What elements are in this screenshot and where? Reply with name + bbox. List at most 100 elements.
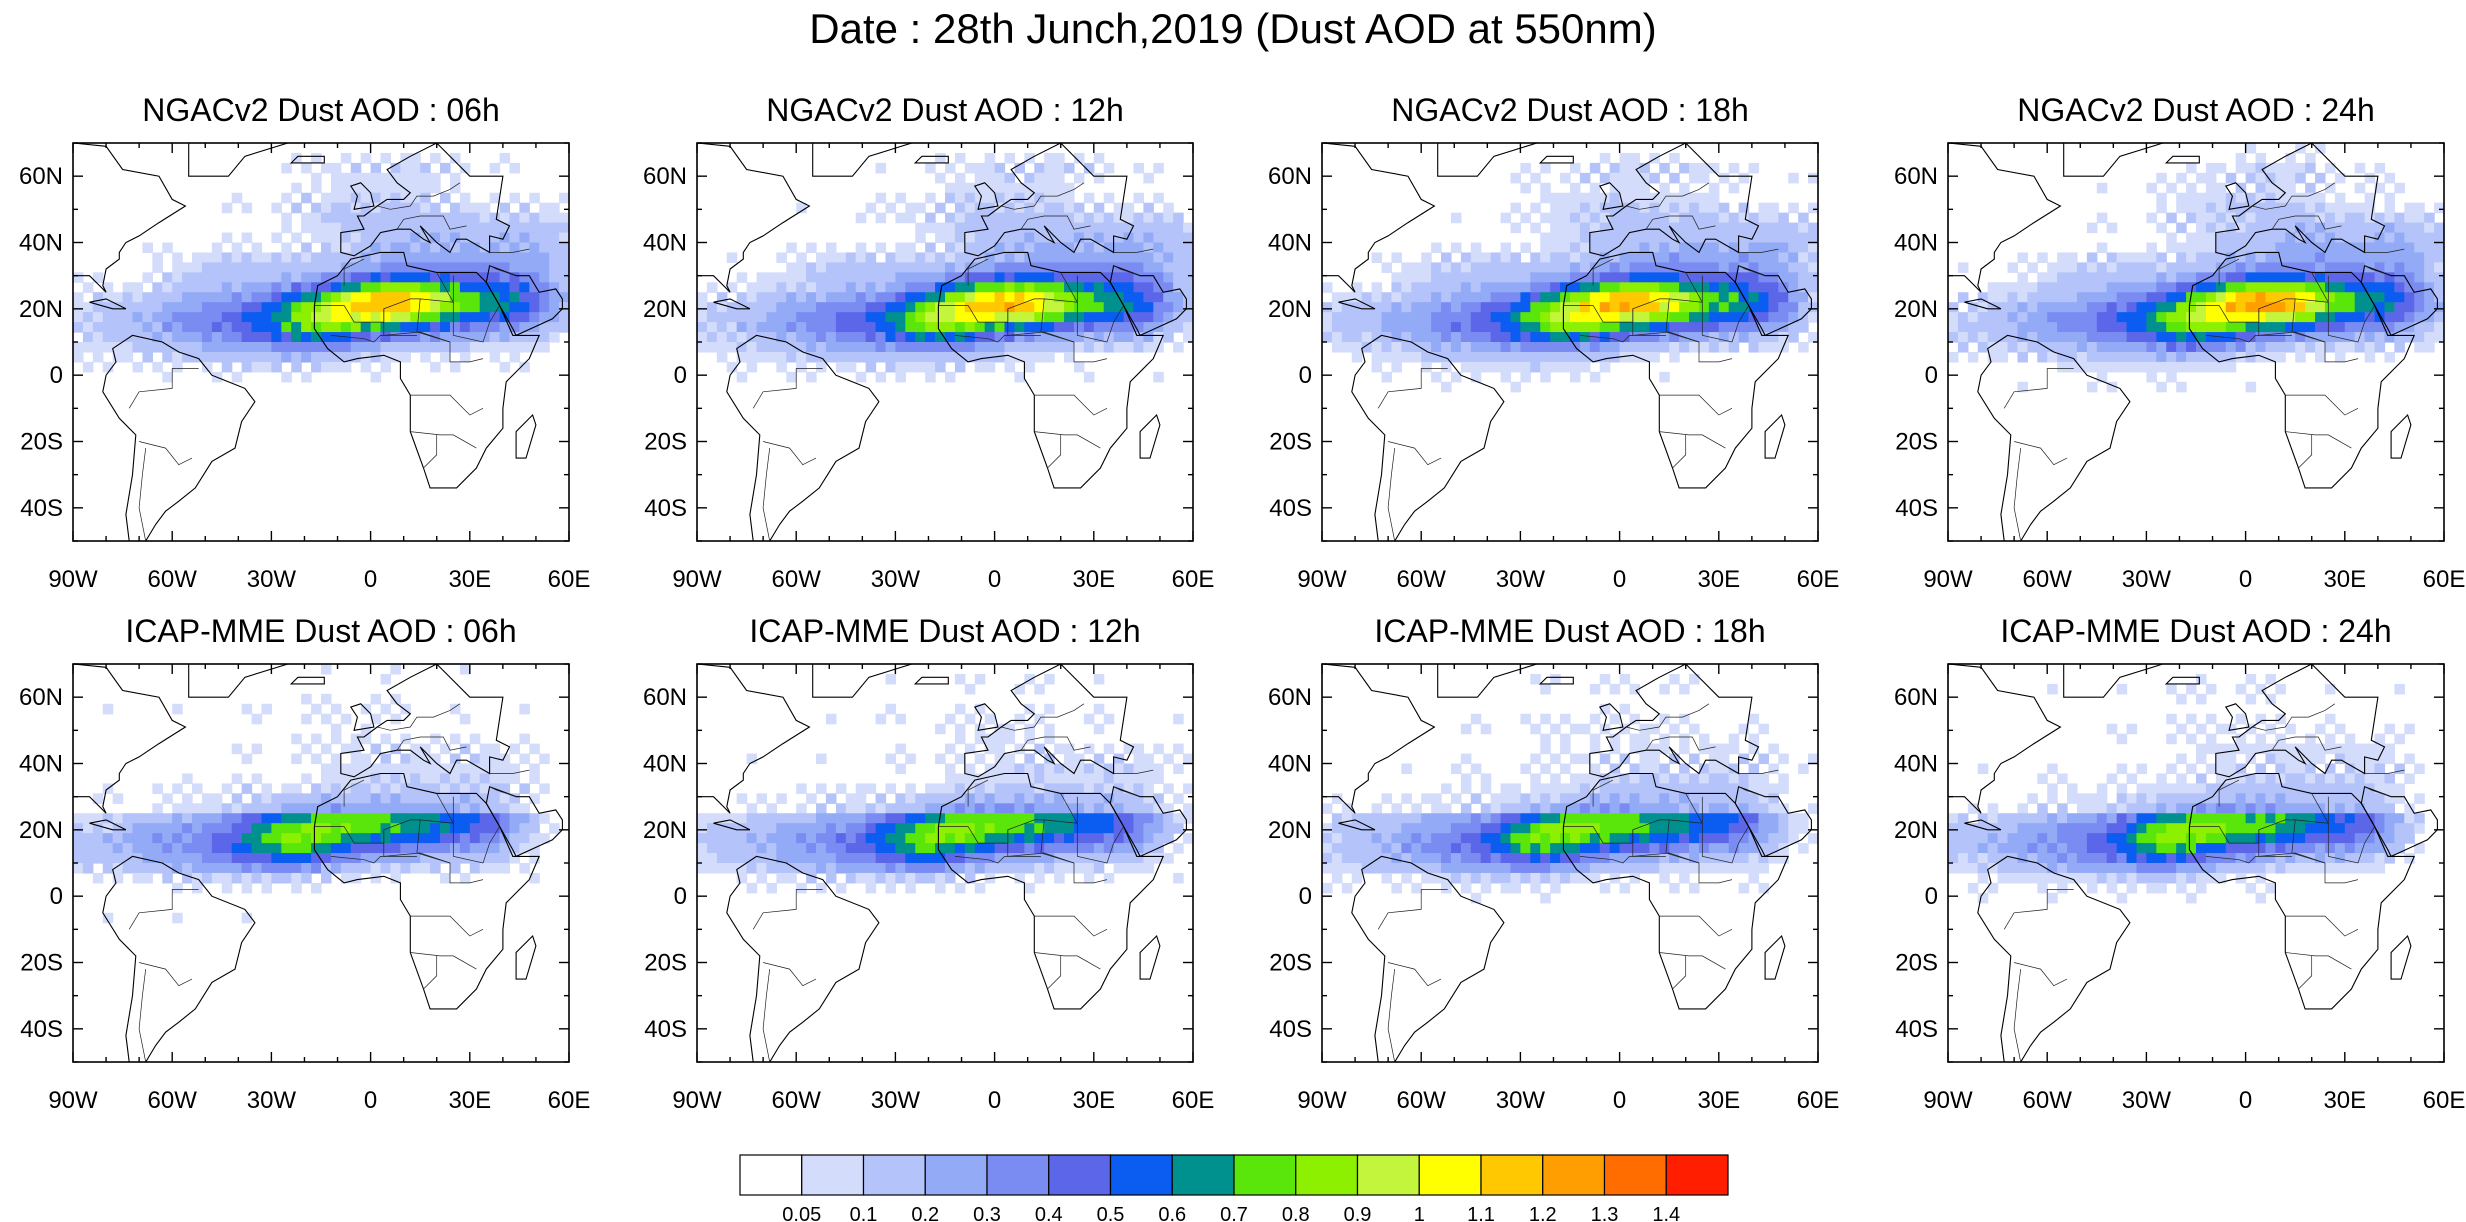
lon-tick-label: 60W [148,566,198,593]
lon-tick-label: 60E [1172,1087,1215,1114]
colorbar-label: 1.3 [1591,1204,1619,1222]
lon-tick-label: 30W [2122,566,2172,593]
lat-tick-label: 40S [20,495,63,522]
lat-tick-label: 20S [1895,950,1938,977]
lat-tick-label: 20S [1895,429,1938,456]
lat-tick-label: 40N [19,751,63,778]
lon-tick-label: 90W [1297,1087,1347,1114]
panel-title: ICAP-MME Dust AOD : 18h [1374,613,1765,649]
lat-tick-label: 0 [1299,883,1312,910]
aod-field [697,152,1193,383]
lat-tick-label: 40N [1894,751,1938,778]
lon-tick-label: 30W [247,1087,297,1114]
lat-tick-label: 20N [1894,817,1938,844]
country-borders [2003,703,2405,1062]
colorbar-label: 0.6 [1158,1204,1186,1222]
colorbar-box [1603,1154,1667,1196]
coastlines [1322,143,1812,541]
lon-tick-label: 60E [1172,566,1215,593]
coastlines [73,143,563,541]
lat-tick-label: 0 [674,883,687,910]
lon-tick-label: 30W [871,566,921,593]
lat-tick-label: 20N [19,296,63,323]
lat-tick-label: 40S [1895,1016,1938,1043]
map-panel: ICAP-MME Dust AOD : 24h 90W 60W 30W 0 30E 60E 6… [1894,613,2465,1114]
lon-tick-label: 60E [2423,566,2466,593]
lon-tick-label: 60W [2023,1087,2073,1114]
lon-tick-label: 60W [772,1087,822,1114]
colorbar-label: 1.4 [1652,1204,1680,1222]
colorbar-label: 0.05 [782,1204,821,1222]
lat-tick-label: 20S [20,429,63,456]
lat-tick-label: 0 [674,362,687,389]
map-panel: ICAP-MME Dust AOD : 06h 90W 60W 30W 0 30E 60E 6… [19,613,590,1114]
lon-tick-label: 30E [2323,1087,2366,1114]
lon-tick-label: 0 [2239,566,2252,593]
lat-tick-label: 20S [20,950,63,977]
lon-tick-label: 30E [448,566,491,593]
lat-tick-label: 40N [1894,230,1938,257]
lon-tick-label: 30E [2323,566,2366,593]
colorbar-box [1171,1154,1235,1196]
country-borders [1377,182,1779,541]
lon-tick-label: 90W [1923,566,1973,593]
lat-tick-label: 60N [643,684,687,711]
lon-tick-label: 60E [1797,566,1840,593]
colorbar-label: 1 [1414,1204,1425,1222]
panel-title: NGACv2 Dust AOD : 12h [766,92,1123,128]
lon-tick-label: 0 [988,1087,1001,1114]
country-borders [752,703,1154,1062]
lon-tick-label: 0 [988,566,1001,593]
lon-tick-label: 0 [1613,1087,1626,1114]
colorbar-box [924,1154,988,1196]
lat-tick-label: 60N [1268,684,1312,711]
country-borders [128,703,530,1062]
lat-tick-label: 0 [1925,883,1938,910]
colorbar-label: 1.2 [1529,1204,1557,1222]
lon-tick-label: 90W [48,1087,98,1114]
colorbar-label: 0.3 [973,1204,1001,1222]
lat-tick-label: 60N [643,163,687,190]
lon-tick-label: 30E [1072,1087,1115,1114]
lon-tick-label: 30E [448,1087,491,1114]
lon-tick-label: 30E [1072,566,1115,593]
lat-tick-label: 40S [1269,495,1312,522]
colorbar-label: 0.9 [1344,1204,1372,1222]
lat-tick-label: 20S [644,950,687,977]
lon-tick-label: 30E [1697,1087,1740,1114]
map-panel: ICAP-MME Dust AOD : 18h 90W 60W 30W 0 30E 60E 6… [1268,613,1839,1114]
lat-tick-label: 20S [1269,950,1312,977]
aod-field [1948,673,2425,904]
axis-ticks [1321,142,1819,542]
lat-tick-label: 40S [644,495,687,522]
lon-tick-label: 0 [2239,1087,2252,1114]
lon-tick-label: 0 [1613,566,1626,593]
lat-tick-label: 40N [643,751,687,778]
panel-title: NGACv2 Dust AOD : 24h [2017,92,2374,128]
axis-ticks [696,663,1194,1063]
lon-tick-label: 60W [2023,566,2073,593]
colorbar-label: 0.4 [1035,1204,1063,1222]
lat-tick-label: 20S [644,429,687,456]
lat-tick-label: 20N [1268,817,1312,844]
lat-tick-label: 0 [50,362,63,389]
lat-tick-label: 60N [1894,163,1938,190]
country-borders [2003,182,2405,541]
lon-tick-label: 60E [2423,1087,2466,1114]
coastlines [1948,664,2438,1062]
lat-tick-label: 0 [1925,362,1938,389]
lat-tick-label: 60N [1268,163,1312,190]
lat-tick-label: 40S [1269,1016,1312,1043]
colorbar-box [1418,1154,1482,1196]
colorbar-box [1542,1154,1606,1196]
colorbar-label: 0.5 [1097,1204,1125,1222]
axis-ticks [696,142,1194,542]
figure-title: Date : 28th Junch,2019 (Dust AOD at 550n… [809,5,1657,52]
lat-tick-label: 40S [20,1016,63,1043]
lon-tick-label: 90W [1923,1087,1973,1114]
colorbar-box [862,1154,926,1196]
colorbar-box [801,1154,865,1196]
colorbar-box [986,1154,1050,1196]
aod-field [73,664,560,924]
coastlines [697,664,1187,1062]
